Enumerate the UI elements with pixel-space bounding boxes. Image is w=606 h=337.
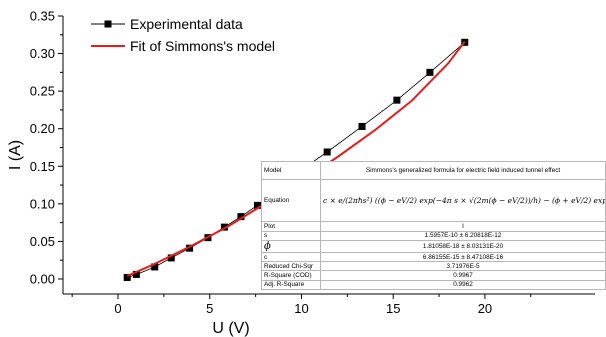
data-point <box>358 122 366 130</box>
table-row: Adj. R-Square 0.9962 <box>261 279 606 291</box>
table-row: Reduced Chi-Sqr 3.71976E-5 <box>261 261 606 272</box>
y-axis-title: I (A) <box>7 140 24 170</box>
row-value: Simmons's generalized formula for electr… <box>320 160 606 181</box>
data-point <box>393 96 401 104</box>
row-value: 1.5957E-10 ± 6.20818E-12 <box>320 230 606 241</box>
x-tick-label: 10 <box>294 301 308 316</box>
data-point <box>220 223 228 231</box>
y-tick-label: 0.10 <box>30 196 55 211</box>
y-tick-label: 0.35 <box>30 9 55 24</box>
data-point <box>167 254 175 262</box>
legend-exp-marker <box>104 20 112 28</box>
row-value: 0.9967 <box>320 270 606 281</box>
data-point <box>426 68 434 76</box>
data-point <box>253 201 261 209</box>
x-tick-label: 5 <box>206 301 213 316</box>
ticks: 0.00 0.05 0.10 0.15 0.20 0.25 0.30 0.35 0 5 10 15 20 <box>30 9 532 316</box>
x-axis-title: U (V) <box>212 320 249 337</box>
row-label: R-Square (COD) <box>261 270 321 281</box>
row-label: Adj. R-Square <box>261 279 321 291</box>
row-label: ϕ <box>261 239 321 254</box>
y-tick-label: 0.20 <box>30 121 55 136</box>
table-row: ϕ 1.81058E-18 ± 8.03131E-20 <box>261 239 606 254</box>
y-tick-label: 0.05 <box>30 234 55 249</box>
row-value: 3.71976E-5 <box>320 261 606 272</box>
experimental-data-line <box>127 41 466 278</box>
row-value: 1.81058E-18 ± 8.03131E-20 <box>320 239 606 254</box>
legend: Experimental data Fit of Simmons's model <box>91 16 275 54</box>
fit-results-table: Model Simmons's generalized formula for … <box>261 160 606 291</box>
table-row: R-Square (COD) 0.9967 <box>261 270 606 281</box>
table-row: c 6.86155E-15 ± 8.47108E-16 <box>261 252 606 263</box>
row-label: s <box>261 230 321 241</box>
row-label: Plot <box>261 221 321 232</box>
row-value: 6.86155E-15 ± 8.47108E-16 <box>320 252 606 263</box>
table-row: Plot I <box>261 221 606 232</box>
data-point <box>186 244 194 252</box>
legend-fit-label: Fit of Simmons's model <box>130 38 275 54</box>
y-tick-label: 0.00 <box>30 271 55 286</box>
x-tick-label: 15 <box>386 301 400 316</box>
y-tick-label: 0.15 <box>30 159 55 174</box>
y-tick-label: 0.30 <box>30 46 55 61</box>
data-point <box>237 213 245 221</box>
row-value: 0.9962 <box>320 279 606 291</box>
data-point <box>123 273 131 281</box>
row-label: Model <box>261 160 321 181</box>
table-row: Model Simmons's generalized formula for … <box>261 160 606 181</box>
row-label: Reduced Chi-Sqr <box>261 261 321 272</box>
row-value: I <box>320 221 606 232</box>
axes <box>62 16 595 295</box>
data-point <box>323 148 331 156</box>
equation-formula: c × e/(2πħs²) ((ϕ − eV/2) exp(−4π s × √(… <box>320 179 606 223</box>
table-row: Equation c × e/(2πħs²) ((ϕ − eV/2) exp(−… <box>261 179 606 223</box>
y-tick-label: 0.25 <box>30 84 55 99</box>
x-tick-label: 20 <box>478 301 492 316</box>
x-tick-label: 0 <box>114 301 121 316</box>
data-point <box>132 270 140 278</box>
table-row: s 1.5957E-10 ± 6.20818E-12 <box>261 230 606 241</box>
row-label: c <box>261 252 321 263</box>
row-label: Equation <box>261 179 321 223</box>
legend-exp-label: Experimental data <box>130 16 243 32</box>
data-point <box>151 263 159 271</box>
